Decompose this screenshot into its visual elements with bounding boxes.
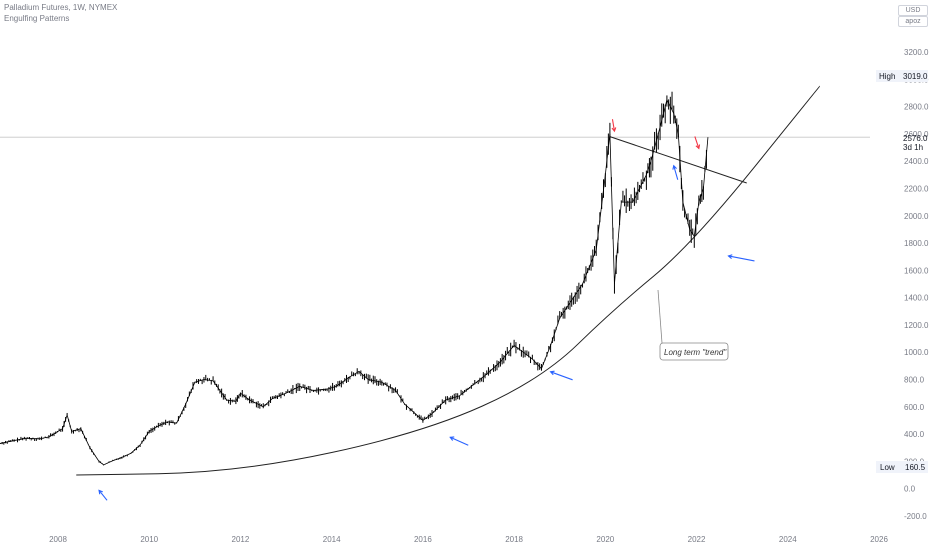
x-tick-label: 2026 [870,535,888,544]
arrow-shaft [550,371,573,381]
callout-pointer [657,289,663,344]
arrow-shaft [98,489,108,501]
x-tick-label: 2024 [779,535,797,544]
y-tick-label: 1000.0 [904,348,929,357]
trend-curve-path [76,85,821,476]
y-tick-label: 2600.0 [904,130,929,139]
high-value: 3019.0 [903,72,928,81]
currency-button[interactable]: USD [898,5,928,16]
y-tick-label: 2000.0 [904,212,929,221]
arrow-head [695,144,701,150]
arrow-head [549,370,555,376]
x-tick-label: 2020 [596,535,614,544]
last-price-tag: 2576.0 3d 1h [903,134,928,152]
y-tick-label: 1200.0 [904,321,929,330]
arrow-head [449,436,455,441]
y-tick-label: 1800.0 [904,239,929,248]
arrow-shaft [673,165,679,180]
x-tick-label: 2022 [688,535,706,544]
y-tick-label: 1400.0 [904,294,929,303]
callout-text: Long term "trend" [664,348,727,357]
x-tick-label: 2012 [232,535,250,544]
low-price-tag: Low 160.5 [876,461,928,473]
signal-arrow [694,136,701,150]
arrow-head [98,489,103,495]
chart-subtitle: Engulfing Patterns [4,14,70,23]
y-tick-label: 2800.0 [904,103,929,112]
y-tick-label: 3200.0 [904,48,929,57]
x-tick-label: 2014 [323,535,341,544]
x-tick-label: 2008 [49,535,67,544]
y-tick-label: 800.0 [904,376,925,385]
support-arrow [449,436,469,446]
chart-title: Palladium Futures, 1W, NYMEX [4,3,118,12]
arrow-head [611,127,617,133]
resistance-line [609,136,747,184]
low-label: Low [880,463,895,472]
arrow-shaft [611,119,615,132]
arrow-head [727,254,733,259]
arrow-shaft [450,436,469,446]
y-tick-label: 1600.0 [904,266,929,275]
y-tick-label: 600.0 [904,403,925,412]
arrow-shaft [728,255,755,262]
trend-callout: Long term "trend" [657,289,729,361]
y-axis[interactable]: 3200.03000.02800.02600.02400.02200.02000… [904,48,929,521]
signal-arrow [611,119,617,133]
y-tick-label: 2200.0 [904,184,929,193]
annotation-arrows [98,119,755,501]
x-tick-label: 2018 [505,535,523,544]
last-price-value: 2576.0 [903,134,928,143]
x-axis[interactable]: 2008 2010 2012 2014 2016 2018 2020 2022 2024 2026 [49,535,888,544]
arrow-head [672,164,677,170]
high-label: High [879,72,895,81]
x-tick-label: 2016 [414,535,432,544]
y-tick-label: 400.0 [904,430,925,439]
y-tick-label: 2400.0 [904,157,929,166]
support-arrow [727,254,755,262]
trend-curve [76,85,821,476]
price-series [0,91,709,466]
support-arrow [549,370,573,381]
y-tick-label: -200.0 [904,512,927,521]
support-arrow [98,489,108,501]
low-value: 160.5 [905,463,926,472]
price-line [0,98,709,466]
arrow-shaft [694,136,700,149]
x-tick-label: 2010 [140,535,158,544]
callout-box [659,342,729,361]
unit-toggle-button[interactable]: apoz [898,16,928,27]
support-arrow [672,164,679,180]
resistance-line-path [609,136,747,184]
y-tick-label: 0.0 [904,485,916,494]
countdown-text: 3d 1h [903,143,923,152]
high-price-tag: High 3019.0 [876,70,928,82]
